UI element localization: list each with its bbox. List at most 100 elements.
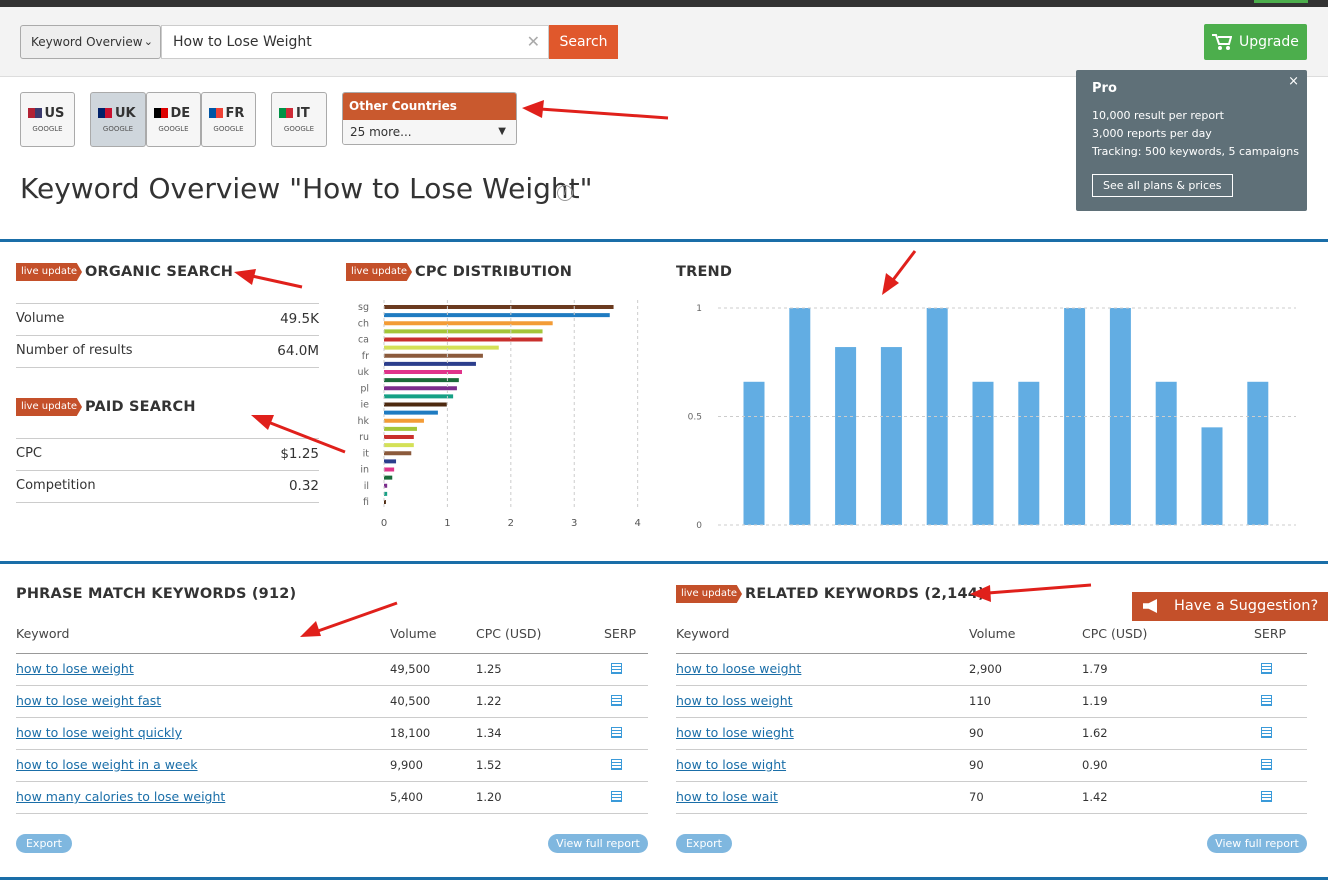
country-engine: GOOGLE — [283, 125, 315, 133]
cpc: 1.22 — [476, 694, 502, 708]
y-tick-label: ch — [358, 318, 369, 329]
flag — [208, 108, 223, 118]
volume: 70 — [969, 790, 984, 804]
bar — [384, 459, 397, 464]
query-input[interactable]: How to Lose Weight ✕ — [161, 25, 549, 59]
search-button[interactable]: Search — [549, 25, 618, 59]
bar — [384, 353, 483, 358]
y-tick-label: fi — [363, 497, 369, 508]
bar — [384, 451, 412, 456]
country-engine: GOOGLE — [32, 125, 63, 133]
x-tick-label: 0 — [381, 518, 387, 529]
popup-button[interactable]: See all plans & prices — [1092, 174, 1233, 197]
keyword-link[interactable]: how to lose weight quickly — [16, 725, 183, 740]
metric-label: Competition — [16, 478, 96, 493]
keyword-link[interactable]: how to lose wight — [676, 757, 787, 772]
pro-popup: Pro × 10,000 result per report 3,000 repo… — [1076, 70, 1307, 211]
serp-icon[interactable] — [1261, 727, 1272, 738]
serp-icon[interactable] — [611, 759, 622, 770]
keyword-link[interactable]: how many calories to lose weight — [16, 789, 226, 804]
serp-icon[interactable] — [611, 791, 622, 802]
x-tick-label: 3 — [571, 518, 577, 529]
bar — [1201, 427, 1223, 525]
keyword-link[interactable]: how to lose wait — [676, 789, 778, 804]
metric-value: $1.25 — [280, 446, 319, 462]
volume: 40,500 — [390, 694, 431, 708]
full-report-button[interactable]: View full report — [548, 834, 648, 853]
serp-icon[interactable] — [1261, 695, 1272, 706]
metric-label: CPC — [16, 446, 42, 461]
clear[interactable]: ✕ — [526, 32, 540, 51]
keyword-link[interactable]: how to loss weight — [676, 693, 793, 708]
rule — [16, 335, 319, 336]
column-header: SERP — [1254, 626, 1287, 641]
bar — [384, 337, 543, 342]
column-header: CPC (USD) — [1082, 626, 1148, 641]
country-code: DE — [170, 106, 191, 121]
rule — [676, 653, 1307, 654]
rule — [16, 717, 648, 718]
bar — [1155, 381, 1177, 525]
metric-value: 49.5K — [280, 311, 319, 327]
upgrade-label: Upgrade — [1239, 34, 1299, 50]
country-button[interactable]: DE GOOGLE — [146, 92, 201, 147]
keyword-link[interactable]: how to lose wieght — [676, 725, 794, 740]
keyword-link[interactable]: how to lose weight — [16, 661, 134, 676]
serp-icon[interactable] — [611, 695, 622, 706]
country-button[interactable]: IT GOOGLE — [271, 92, 327, 147]
export-button[interactable]: Export — [676, 834, 732, 853]
column-header: Volume — [390, 626, 437, 641]
bar — [384, 321, 553, 326]
volume: 5,400 — [390, 790, 423, 804]
other-countries[interactable]: Other Countries 25 more... ▼ — [342, 92, 517, 145]
divider — [0, 239, 1328, 242]
keyword-link[interactable]: how to lose weight in a week — [16, 757, 198, 772]
close[interactable]: × — [1288, 74, 1299, 89]
upgrade-button[interactable]: Upgrade — [1204, 24, 1307, 60]
serp-icon[interactable] — [611, 727, 622, 738]
bar — [384, 361, 476, 366]
mode-dropdown[interactable]: Keyword Overview ⌄ — [20, 25, 161, 59]
y-tick-label: ca — [358, 335, 369, 346]
keyword-link[interactable]: how to lose weight fast — [16, 693, 162, 708]
country-engine: GOOGLE — [213, 125, 244, 133]
export-button[interactable]: Export — [16, 834, 72, 853]
serp-icon[interactable] — [1261, 663, 1272, 674]
bar — [384, 313, 610, 318]
section-title: PAID SEARCH — [85, 399, 196, 415]
country-button[interactable]: FR GOOGLE — [201, 92, 256, 147]
flag — [27, 108, 42, 118]
cpc: 1.34 — [476, 726, 502, 740]
volume: 90 — [969, 758, 984, 772]
section-title: TREND — [676, 264, 733, 280]
badge: live update — [346, 263, 413, 281]
rule — [16, 653, 648, 654]
rule — [676, 749, 1307, 750]
bar — [384, 475, 393, 480]
bar — [384, 329, 543, 334]
serp-icon[interactable] — [1261, 759, 1272, 770]
serp-icon[interactable] — [1261, 791, 1272, 802]
divider — [0, 877, 1328, 880]
info-icon[interactable]: i — [557, 185, 573, 201]
country-button[interactable]: US GOOGLE — [20, 92, 75, 147]
volume: 90 — [969, 726, 984, 740]
y-tick-label: hk — [357, 416, 369, 427]
country-engine: GOOGLE — [158, 125, 189, 133]
top-bar — [0, 0, 1328, 7]
cpc: 1.25 — [476, 662, 502, 676]
column-header: Keyword — [16, 626, 70, 641]
bar — [384, 435, 414, 439]
volume: 110 — [969, 694, 991, 708]
country-button[interactable]: UK GOOGLE — [90, 92, 146, 147]
bar — [384, 443, 414, 448]
serp-icon[interactable] — [611, 663, 622, 674]
full-report-button[interactable]: View full report — [1207, 834, 1307, 853]
suggestion-tab[interactable]: Have a Suggestion? — [1132, 592, 1328, 621]
keyword-link[interactable]: how to loose weight — [676, 661, 802, 676]
cpc: 1.79 — [1082, 662, 1108, 676]
y-tick-label: sg — [358, 302, 369, 313]
y-tick-label: ie — [361, 400, 370, 411]
mode-label: Keyword Overview — [31, 35, 143, 49]
